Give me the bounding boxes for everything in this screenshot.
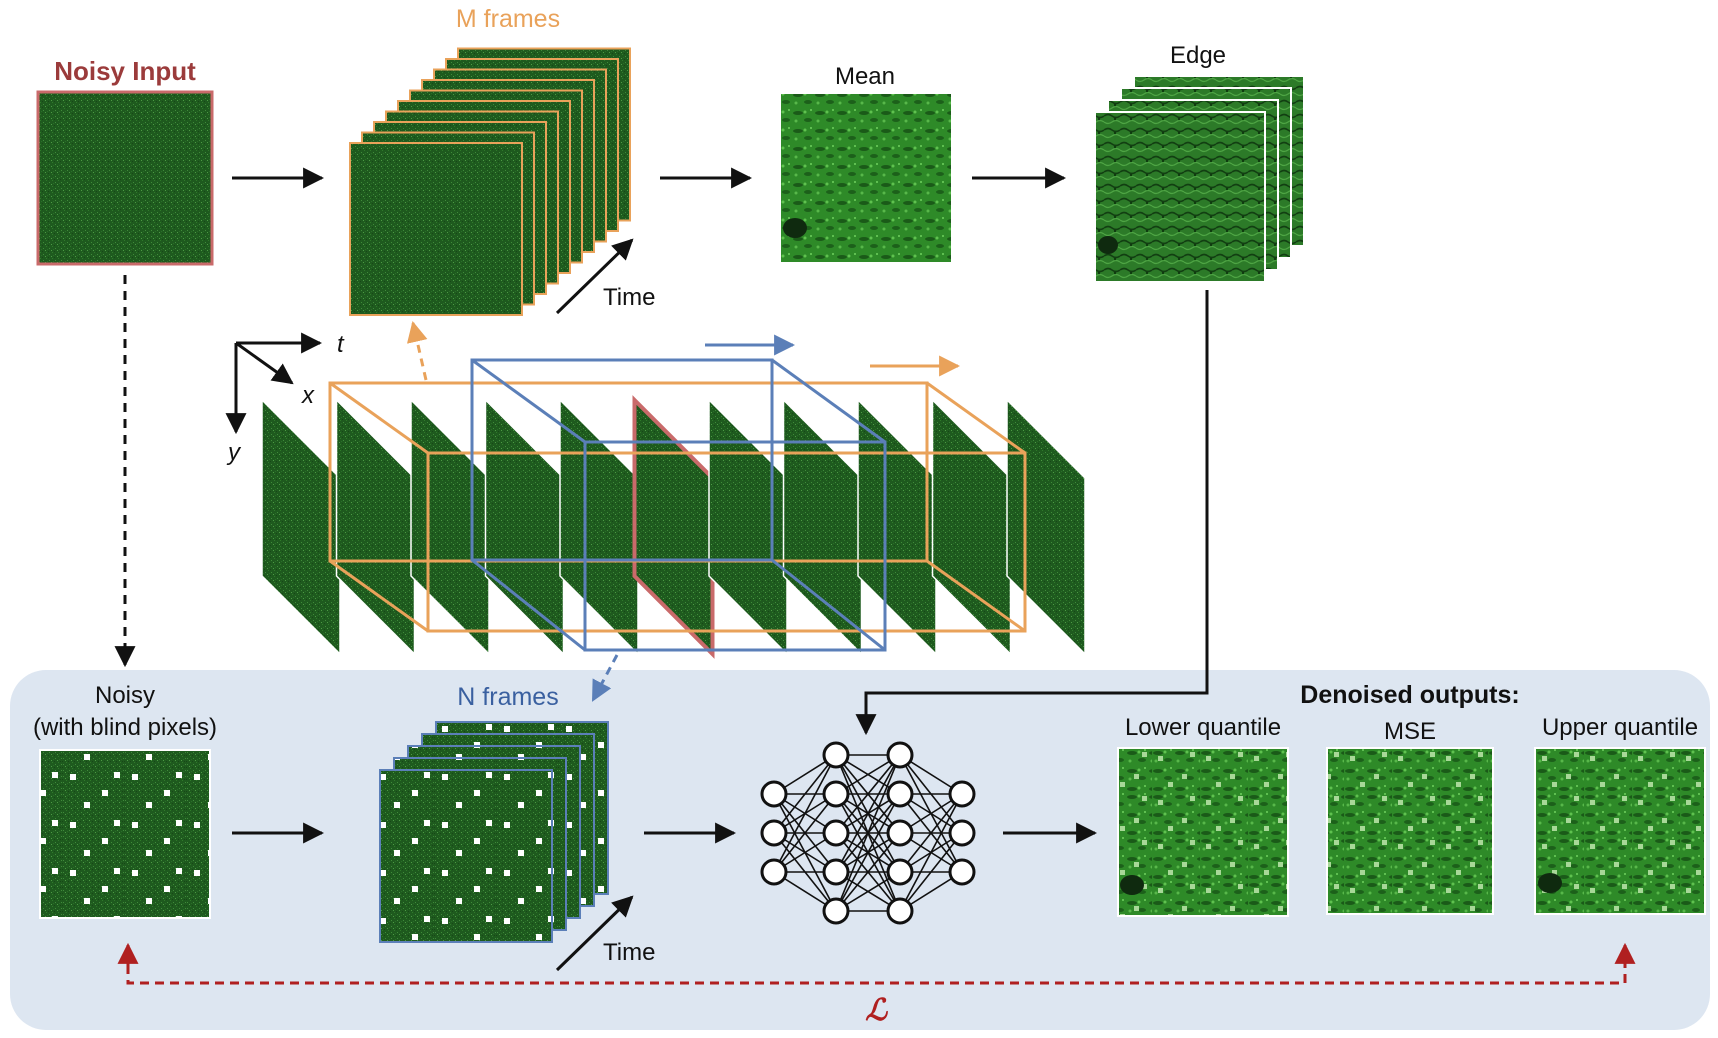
n-frames-label: N frames [457,683,558,711]
time-arrow-top [555,238,634,315]
loss-symbol: ℒ [865,993,888,1028]
loss-connector [126,950,1627,985]
network-node [886,858,914,886]
sequence-frame [1006,398,1086,656]
network-edge [899,832,963,912]
network-node [760,819,788,847]
network-edge [835,754,901,912]
sequence-frame [708,398,788,656]
network-node [822,741,850,769]
mse-image [1326,747,1494,915]
mean-label: Mean [835,63,895,90]
edge-stack [1094,75,1305,283]
time-arrow-bottom [555,895,634,972]
lower-quantile-label: Lower quantile [1125,714,1281,741]
noisy-input-image [36,90,214,266]
network-node [886,741,914,769]
m-frames-label: M frames [456,5,560,33]
network-edge [773,793,837,873]
network-node [760,858,788,886]
network-node [822,780,850,808]
target-frame [632,395,715,659]
network-node [886,819,914,847]
blue-window-box [470,358,887,652]
edge-dark-spot [1098,236,1118,254]
network-edge [835,793,901,912]
network-edge [773,754,837,834]
edge-frame [1094,111,1266,283]
arrow-edge-to-network [855,290,1209,736]
network-node [886,897,914,925]
sequence-frame [261,398,341,656]
sequence-frame [559,398,639,656]
m-frames-stack [349,47,631,316]
network-edge [899,793,963,912]
network-node [948,819,976,847]
upper-quantile-image [1534,747,1706,915]
upper-quantile-dark-spot [1538,873,1562,893]
network-node [822,897,850,925]
network-node [822,858,850,886]
axis-y-label: y [226,439,242,466]
lower-quantile-image [1117,747,1289,917]
network-node [760,780,788,808]
m-frame [349,142,523,316]
noisy-label-line1: Noisy [95,682,155,709]
orange-dashed-to-mframes [406,320,428,381]
network-node [886,780,914,808]
network-edge [773,754,837,873]
axis-x-label: x [301,382,315,409]
sequence-frame [484,398,565,656]
network-edge [835,754,901,834]
sequence-frame [931,398,1012,656]
lower-quantile-dark-spot [1120,875,1144,895]
network-edge [899,793,963,873]
network-node [948,858,976,886]
sequence-frame [857,398,937,656]
network-edge [835,832,901,912]
n-frames-stack [379,721,609,943]
noisy-input-label: Noisy Input [54,56,196,86]
mean-dark-spot [783,218,807,238]
sequence-frame [410,398,490,656]
blue-dashed-to-nframes [591,654,619,702]
axis-x-arrow [235,341,294,385]
time-label-top: Time [603,284,655,311]
time-label-bottom: Time [603,939,655,966]
noisy-label-line2: (with blind pixels) [33,714,217,741]
axis-t-label: t [337,331,345,358]
network-node [948,780,976,808]
noisy-blind-image [39,749,211,919]
sequence-frame [782,398,863,656]
sequence-frame [335,398,416,656]
network-node [822,819,850,847]
neural-network-icon [760,741,976,925]
network-edge [835,754,901,873]
edge-label: Edge [1170,42,1226,69]
denoised-outputs-title: Denoised outputs: [1300,681,1519,709]
mean-image [781,94,951,262]
mse-label: MSE [1384,718,1436,745]
n-frame [379,769,553,943]
frame-sequence [261,395,1086,659]
upper-quantile-label: Upper quantile [1542,714,1698,741]
